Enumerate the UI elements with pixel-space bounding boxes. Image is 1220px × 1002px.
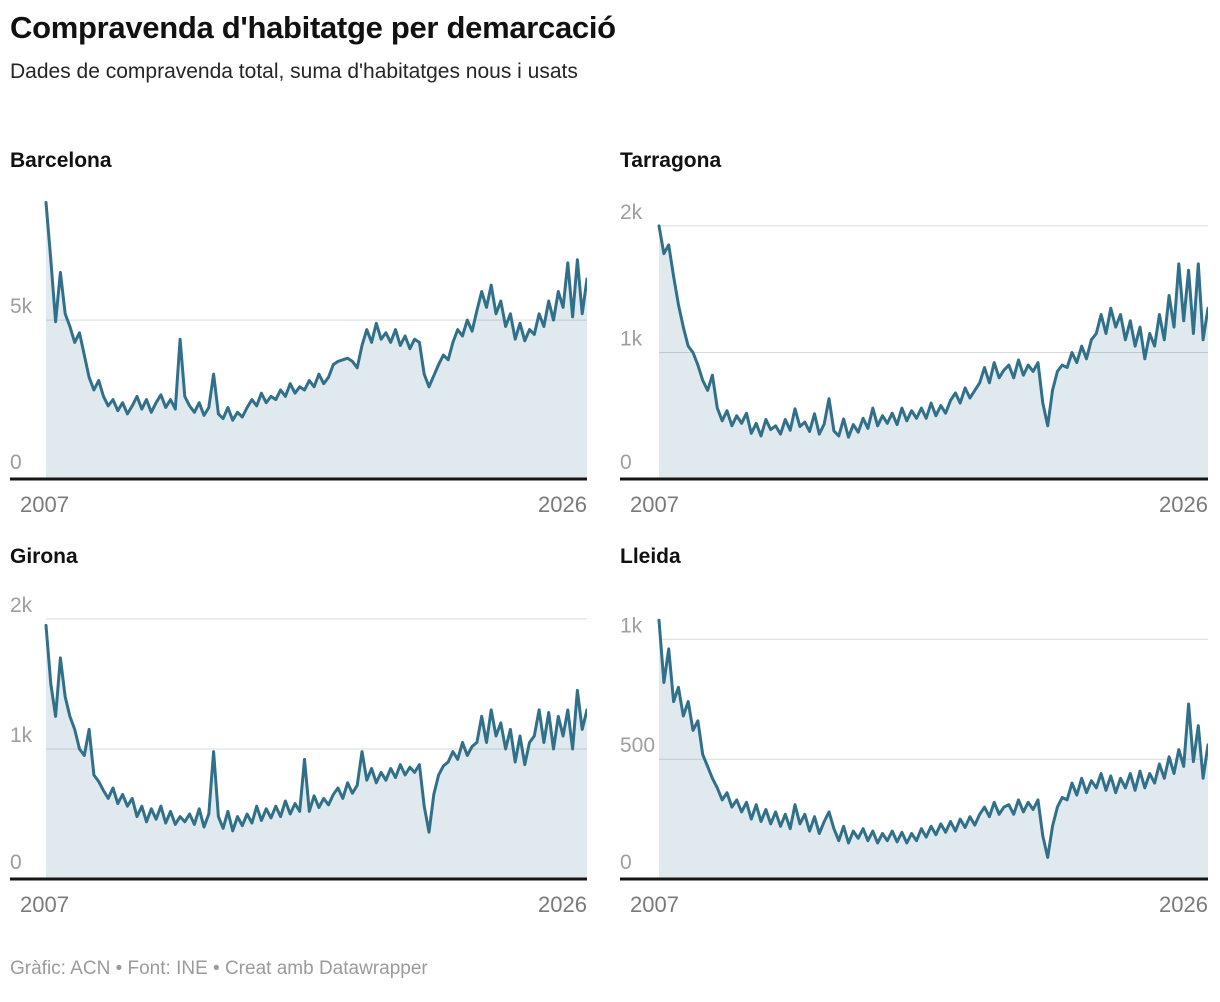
x-axis-tick-label-start: 2007: [630, 492, 679, 517]
series-area: [659, 620, 1208, 879]
y-axis-tick-label: 5k: [10, 295, 33, 318]
attribution-footer: Gràfic: ACN • Font: INE • Creat amb Data…: [10, 958, 428, 979]
x-axis-tick-label-start: 2007: [20, 892, 69, 917]
x-axis-tick-label-end: 2026: [538, 892, 587, 917]
chart-title-barcelona: Barcelona: [10, 149, 112, 172]
chart-svg-girona: 2k 1k 0 2007 2026: [10, 594, 587, 917]
y-axis-tick-label: 1k: [10, 724, 33, 747]
series-area: [46, 202, 587, 479]
page-subtitle: Dades de compravenda total, suma d'habit…: [10, 59, 578, 83]
y-axis-tick-label: 0: [620, 451, 632, 474]
y-axis-tick-label: 1k: [620, 328, 643, 351]
y-axis-tick-label: 0: [620, 851, 632, 874]
y-axis-tick-label: 1k: [620, 614, 643, 637]
x-axis-tick-label-end: 2026: [538, 492, 587, 517]
chart-title-tarragona: Tarragona: [620, 149, 722, 172]
chart-panel-barcelona: Barcelona 5k 0 2007 2026: [10, 147, 587, 532]
page-title: Compravenda d'habitatge per demarcació: [10, 10, 616, 45]
chart-svg-tarragona: 2k 1k 0 2007 2026: [620, 201, 1208, 517]
chart-title-girona: Girona: [10, 545, 78, 568]
chart-svg-barcelona: 5k 0 2007 2026: [10, 201, 587, 517]
chart-svg-lleida: 1k 500 0 2007 2026: [620, 614, 1208, 917]
chart-header: Compravenda d'habitatge per demarcació D…: [10, 10, 1210, 84]
x-axis-tick-label-end: 2026: [1159, 492, 1208, 517]
x-axis-tick-label-end: 2026: [1159, 892, 1208, 917]
series-line: [44, 201, 587, 422]
y-axis-tick-label: 0: [10, 851, 22, 874]
series-line: [44, 623, 587, 834]
y-axis-tick-label: 0: [10, 451, 22, 474]
y-axis-tick-label: 500: [620, 734, 655, 757]
chart-title-lleida: Lleida: [620, 545, 681, 568]
x-axis-tick-label-start: 2007: [20, 492, 69, 517]
x-axis-tick-label-start: 2007: [630, 892, 679, 917]
series-line: [657, 618, 1208, 859]
series-area: [46, 625, 587, 879]
y-axis-tick-label: 2k: [620, 201, 643, 224]
chart-panel-lleida: Lleida 1k 500 0 2007 2026: [620, 543, 1208, 933]
chart-panel-tarragona: Tarragona 2k 1k 0 2007 2026: [620, 147, 1208, 532]
y-axis-tick-label: 2k: [10, 594, 33, 617]
chart-panel-girona: Girona 2k 1k 0 2007 2026: [10, 543, 587, 933]
series-line: [657, 224, 1208, 439]
